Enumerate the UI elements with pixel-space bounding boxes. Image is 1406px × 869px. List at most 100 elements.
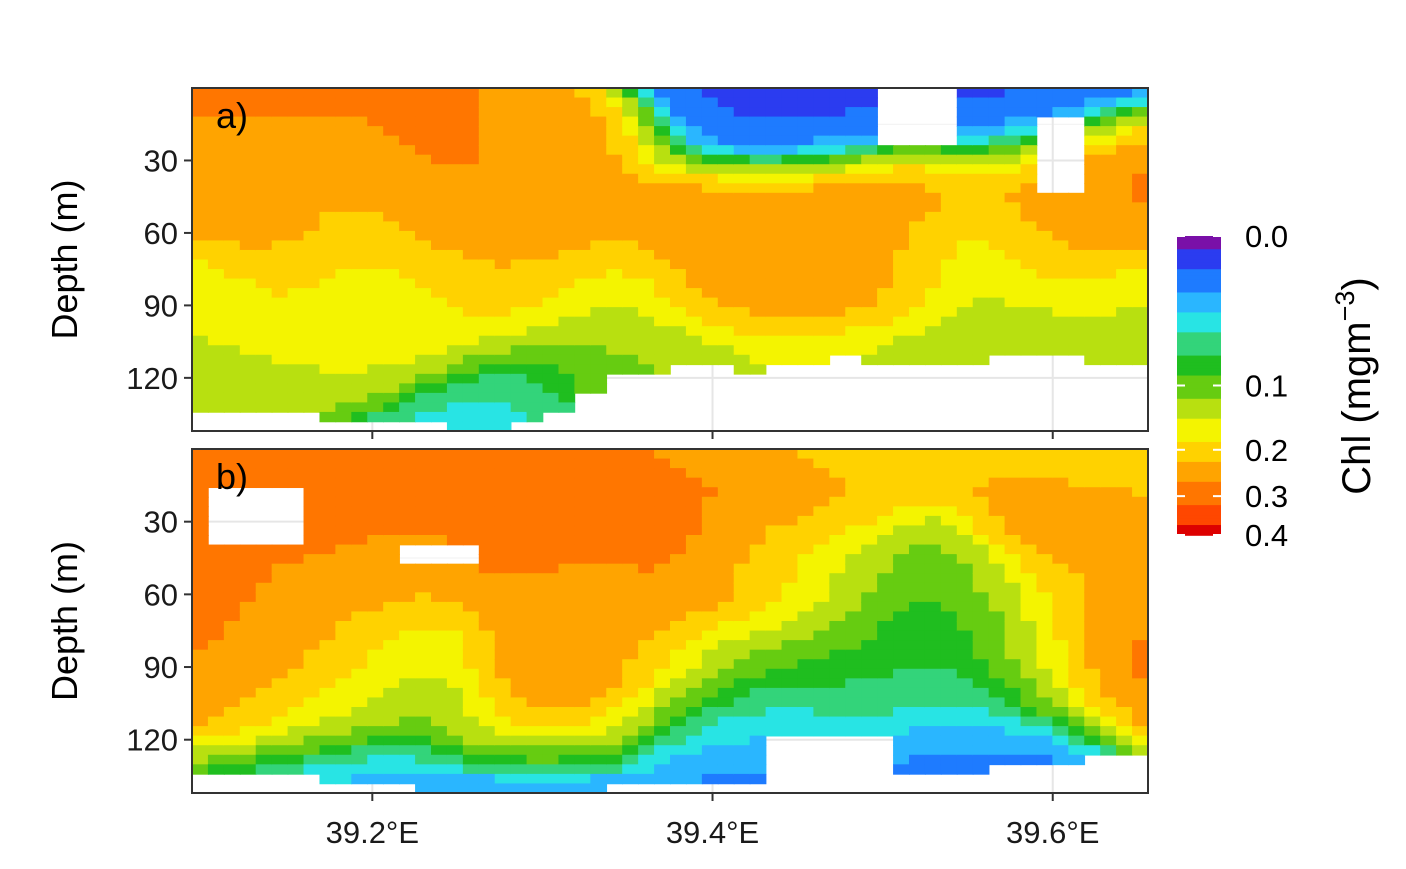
field-cell (383, 249, 400, 261)
field-cell (542, 477, 560, 489)
field-cell (1068, 687, 1086, 699)
field-cell (287, 335, 305, 347)
field-cell (701, 515, 719, 527)
field-cell (622, 259, 639, 270)
field-cell (367, 621, 384, 632)
field-cell (590, 211, 608, 223)
field-cell (972, 535, 990, 546)
field-cell (924, 592, 942, 603)
field-cell (590, 601, 608, 613)
field-cell (622, 164, 639, 175)
field-cell (478, 506, 496, 517)
field-cell (813, 240, 831, 251)
field-cell (431, 354, 448, 366)
field-cell (399, 726, 416, 737)
field-cell (590, 288, 608, 299)
field-cell (893, 183, 910, 194)
field-cell (1004, 316, 1022, 327)
field-cell (542, 259, 560, 270)
field-cell (701, 563, 719, 575)
field-cell (940, 687, 958, 699)
field-cell (1004, 707, 1022, 718)
field-cell (606, 745, 623, 756)
field-cell (924, 297, 942, 308)
field-cell (1004, 554, 1022, 565)
field-cell (335, 202, 353, 213)
field-cell (271, 621, 289, 632)
field-cell (654, 288, 671, 299)
field-cell (733, 707, 751, 718)
field-cell (335, 392, 353, 404)
field-cell (638, 477, 655, 489)
field-cell (319, 116, 337, 127)
field-cell (399, 249, 416, 261)
field-cell (893, 297, 910, 308)
field-cell (972, 573, 990, 584)
colorbar-band (1177, 485, 1221, 490)
field-cell (606, 288, 623, 299)
field-cell (1036, 535, 1054, 546)
field-cell (574, 659, 592, 670)
field-cell (685, 202, 703, 213)
field-cell (478, 468, 496, 479)
field-cell (351, 221, 369, 232)
field-cell (701, 88, 719, 99)
field-cell (335, 307, 353, 318)
field-cell (1020, 164, 1038, 175)
field-cell (1068, 458, 1086, 469)
field-cell (431, 126, 448, 137)
field-cell (1004, 535, 1022, 546)
field-cell (749, 640, 767, 651)
field-cell (271, 383, 289, 394)
field-cell (654, 297, 671, 308)
field-cell (877, 259, 894, 270)
field-cell (829, 630, 847, 641)
field-cell (415, 364, 432, 375)
field-cell (654, 116, 671, 127)
field-cell (478, 773, 496, 785)
field-cell (287, 678, 305, 689)
field-cell (351, 630, 369, 641)
field-cell (255, 592, 273, 603)
field-cell (383, 449, 400, 460)
field-cell (1020, 592, 1038, 603)
field-cell (829, 326, 847, 337)
field-cell (1100, 707, 1117, 718)
field-cell (192, 249, 209, 261)
field-cell (1004, 297, 1022, 308)
field-cell (1004, 221, 1022, 232)
colorbar-band (1177, 259, 1221, 264)
field-cell (207, 192, 225, 204)
field-cell (542, 402, 560, 413)
field-cell (1084, 107, 1101, 118)
field-cell (797, 496, 815, 508)
field-cell (1100, 88, 1117, 99)
field-cell (765, 515, 783, 527)
field-cell (351, 335, 369, 347)
field-cell (749, 345, 767, 356)
field-cell (1132, 97, 1149, 108)
field-cell (1004, 544, 1022, 555)
field-cell (239, 707, 257, 718)
field-cell (271, 392, 289, 404)
field-cell (893, 707, 910, 718)
field-cell (223, 592, 241, 603)
field-cell (383, 649, 400, 661)
field-cell (223, 687, 241, 699)
field-cell (510, 135, 528, 146)
field-cell (829, 544, 847, 555)
field-cell (670, 506, 687, 517)
field-cell (733, 477, 751, 489)
field-cell (542, 345, 560, 356)
field-cell (590, 326, 608, 337)
field-cell (399, 107, 416, 118)
field-cell (1068, 544, 1086, 555)
field-cell (303, 649, 321, 661)
field-cell (462, 373, 480, 385)
field-cell (701, 354, 719, 366)
field-cell (622, 630, 639, 641)
field-cell (717, 154, 735, 166)
field-cell (701, 773, 719, 785)
field-cell (335, 126, 353, 137)
field-cell (478, 392, 496, 404)
